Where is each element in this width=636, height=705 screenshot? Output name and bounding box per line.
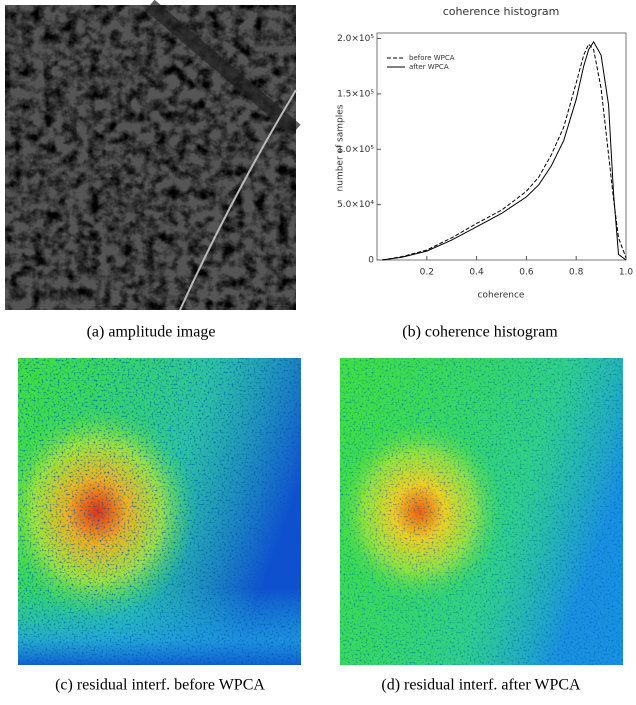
caption: (d) residual interf. after WPCA xyxy=(381,677,581,694)
legend-label: after WPCA xyxy=(409,63,449,71)
x-tick-label: 0.6 xyxy=(519,268,534,278)
y-tick-label: 5.0×10⁴ xyxy=(337,200,374,210)
residual-before-image xyxy=(18,358,301,665)
series-line xyxy=(381,40,627,261)
series-line xyxy=(381,43,627,261)
chart-title: coherence histogram xyxy=(443,5,560,18)
amplitude-image xyxy=(5,0,301,311)
plot-frame xyxy=(376,32,627,261)
x-axis-label: coherence xyxy=(478,291,525,301)
chart: coherence histogram coherence number of … xyxy=(336,5,634,301)
y-tick-label: 0 xyxy=(368,256,374,266)
residual-after-image xyxy=(340,358,623,665)
x-tick-label: 0.8 xyxy=(569,268,584,278)
legend-label: before WPCA xyxy=(409,54,455,62)
y-axis-label: number of samples xyxy=(336,104,346,191)
x-tick-label: 0.2 xyxy=(420,268,434,278)
caption: (c) residual interf. before WPCA xyxy=(55,677,265,694)
caption: (a) amplitude image xyxy=(87,324,216,341)
caption: (b) coherence histogram xyxy=(402,324,558,341)
x-tick-label: 0.4 xyxy=(469,268,484,278)
y-tick-label: 1.0×10⁵ xyxy=(337,145,374,155)
y-tick-label: 2.0×10⁵ xyxy=(337,34,374,44)
x-tick-label: 1.0 xyxy=(619,268,634,278)
y-tick-label: 1.5×10⁵ xyxy=(337,89,374,99)
